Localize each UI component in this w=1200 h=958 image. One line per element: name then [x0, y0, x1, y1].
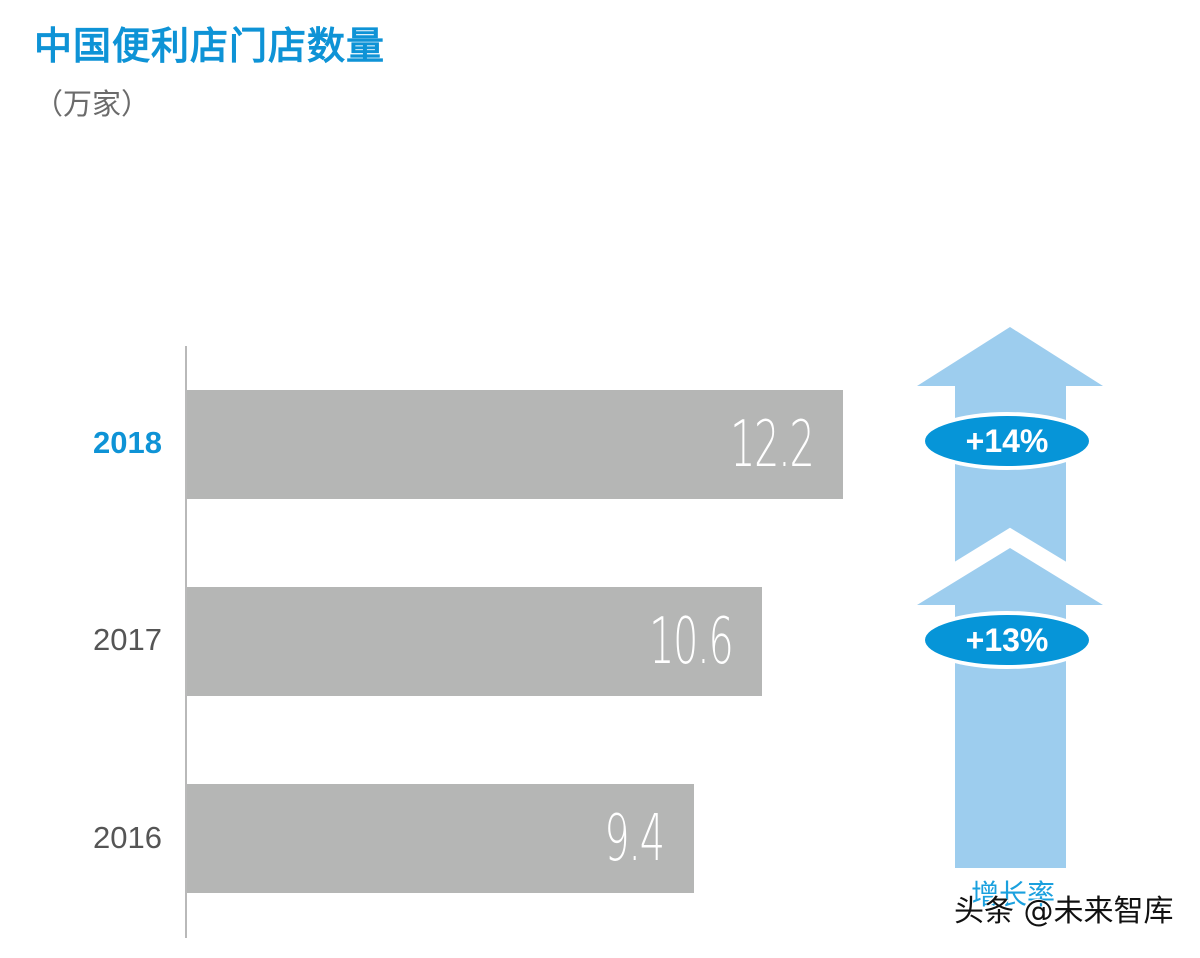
bar-value-2018: 12.2: [729, 407, 815, 482]
chart-unit: （万家）: [34, 87, 151, 121]
y-axis-line: [185, 346, 187, 938]
chart-title: 中国便利店门店数量: [34, 24, 386, 68]
growth-badge-2018: +14%: [965, 423, 1049, 459]
bar-value-2017: 10.6: [648, 604, 734, 679]
year-label-2017: 2017: [93, 622, 162, 657]
growth-rate-label: 增长率: [970, 878, 1055, 911]
bar-2016: 9.4: [187, 784, 694, 893]
bar-2017: 10.6: [187, 587, 762, 696]
bar-2018: 12.2: [187, 390, 843, 499]
year-label-2018: 2018: [93, 425, 162, 460]
year-label-2016: 2016: [93, 820, 162, 855]
watermark: 头条 @未来智库: [954, 894, 1174, 929]
bar-value-2016: 9.4: [604, 801, 666, 876]
growth-badge-2017: +13%: [965, 622, 1049, 658]
